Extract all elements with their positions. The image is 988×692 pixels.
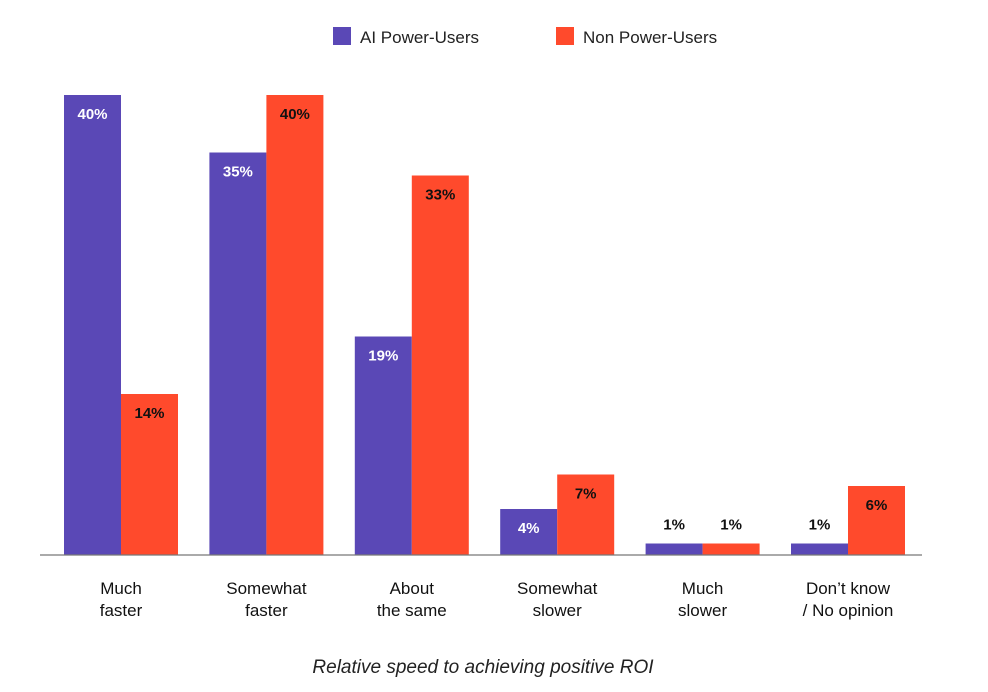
category-label-2: About the same xyxy=(377,579,447,620)
bars: 40% 14% 35% 40% 19% 33% 4% 7% 1% 1% 1% 6% xyxy=(64,95,905,555)
x-axis-title: Relative speed to achieving positive ROI xyxy=(312,657,654,678)
value-label-0-0: 40% xyxy=(77,106,107,123)
value-label-1-0: 14% xyxy=(134,405,164,422)
value-label-1-1: 40% xyxy=(280,106,310,123)
bar-1-3 xyxy=(557,474,615,555)
bar-0-3 xyxy=(500,509,558,555)
bar-0-5 xyxy=(791,543,848,555)
bar-1-2 xyxy=(411,175,469,555)
bar-0-1 xyxy=(209,152,267,555)
legend-swatch-0 xyxy=(333,27,351,45)
category-label-0: Much faster xyxy=(100,579,143,620)
value-label-1-3: 7% xyxy=(575,486,597,503)
category-label-5: Don’t know / No opinion xyxy=(803,579,894,620)
bar-1-5 xyxy=(848,486,905,555)
bar-1-4 xyxy=(702,543,760,555)
bar-1-1 xyxy=(266,95,324,555)
value-label-0-5: 1% xyxy=(809,517,831,534)
value-label-0-4: 1% xyxy=(663,517,685,534)
category-labels: Much faster Somewhat faster About the same Som… xyxy=(100,579,894,620)
legend-swatch-1 xyxy=(556,27,574,45)
value-label-1-2: 33% xyxy=(425,187,455,204)
category-label-4: Much slower xyxy=(678,579,727,620)
category-label-1: Somewhat faster xyxy=(226,579,307,620)
value-label-0-3: 4% xyxy=(518,520,540,537)
bar-0-0 xyxy=(64,95,121,555)
bar-0-4 xyxy=(645,543,703,555)
value-label-0-2: 19% xyxy=(368,348,398,365)
value-label-0-1: 35% xyxy=(223,164,253,181)
value-label-1-4: 1% xyxy=(720,517,742,534)
category-label-3: Somewhat slower xyxy=(517,579,598,620)
bar-1-0 xyxy=(121,394,178,555)
legend-label-0: AI Power-Users xyxy=(360,28,479,47)
bar-0-2 xyxy=(354,336,412,555)
value-label-1-5: 6% xyxy=(866,497,888,514)
legend-label-1: Non Power-Users xyxy=(583,28,717,47)
legend: AI Power-Users Non Power-Users xyxy=(333,27,717,47)
